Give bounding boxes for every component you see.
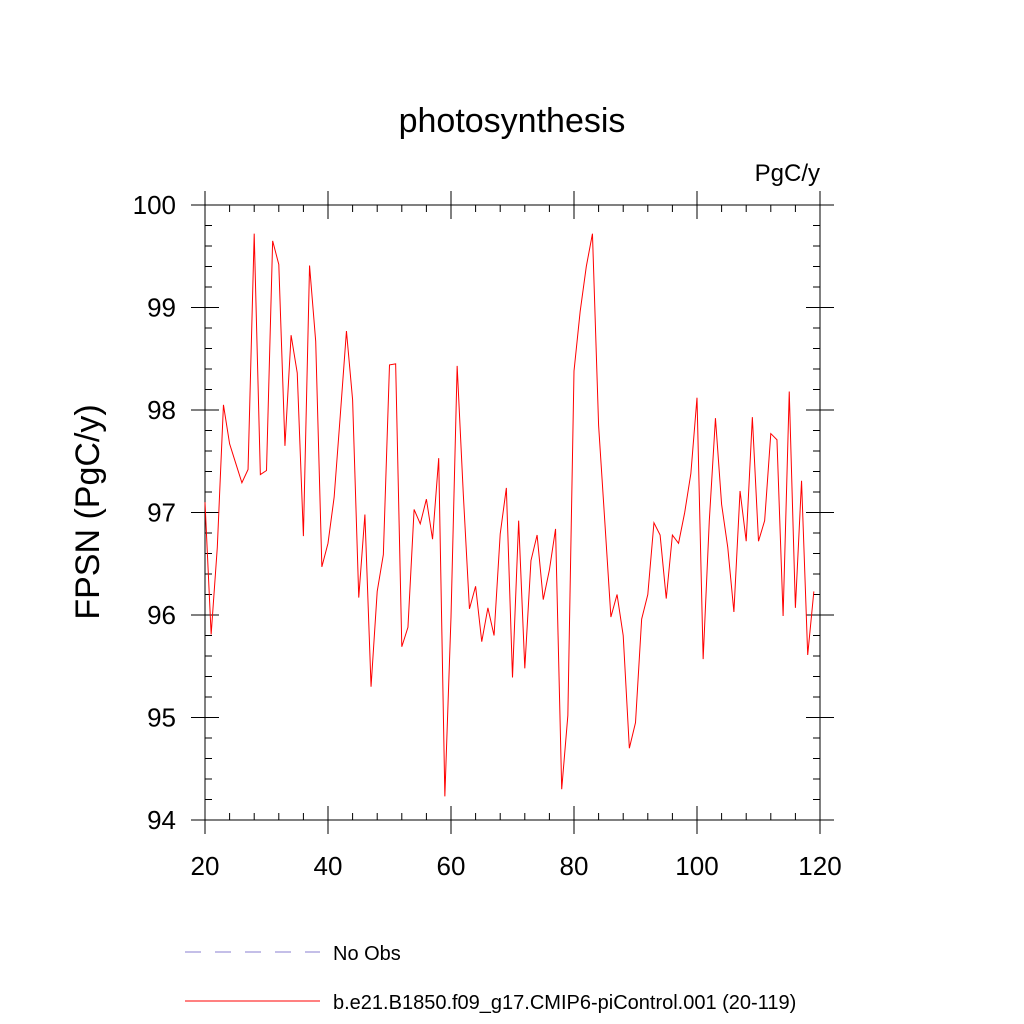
major-ticks: [191, 191, 834, 834]
x-tick-label: 20: [191, 851, 220, 881]
x-tick-label: 120: [798, 851, 841, 881]
legend: No Obs b.e21.B1850.f09_g17.CMIP6-piContr…: [185, 943, 796, 1014]
y-axis-label: FPSN (PgC/y): [69, 404, 107, 619]
x-tick-label: 40: [314, 851, 343, 881]
y-tick-label: 100: [133, 190, 176, 220]
legend-label-no-obs: No Obs: [333, 943, 401, 965]
tick-labels: 20 40 60 80 100 120 94 95 96 97 98 99 100: [133, 190, 842, 881]
series-layer: [204, 233, 815, 797]
series-line: [204, 233, 815, 797]
y-tick-label: 97: [147, 498, 176, 528]
y-tick-label: 99: [147, 293, 176, 323]
y-tick-label: 95: [147, 703, 176, 733]
y-tick-label: 94: [147, 805, 176, 835]
x-tick-label: 80: [560, 851, 589, 881]
y-tick-label: 96: [147, 600, 176, 630]
minor-ticks: [205, 205, 820, 820]
y-tick-label: 98: [147, 395, 176, 425]
legend-label-control: b.e21.B1850.f09_g17.CMIP6-piControl.001 …: [333, 992, 796, 1014]
x-tick-label: 100: [675, 851, 718, 881]
plot-frame: [204, 204, 821, 821]
chart-title: photosynthesis: [399, 102, 626, 140]
x-tick-label: 60: [437, 851, 466, 881]
units-label: PgC/y: [755, 160, 820, 187]
